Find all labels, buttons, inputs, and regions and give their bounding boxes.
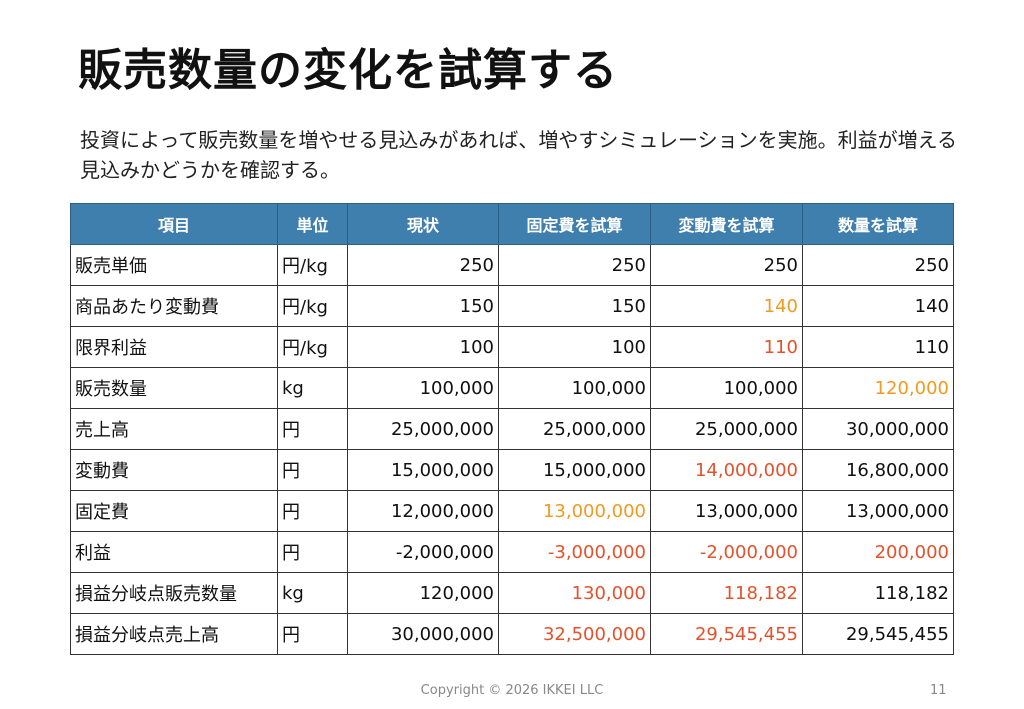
row-unit: 円/kg (277, 244, 348, 286)
value-cell: 118,182 (802, 572, 954, 614)
value-cell: 150 (498, 285, 651, 327)
value-cell: -2,000,000 (347, 531, 499, 573)
row-unit: 円 (277, 449, 348, 491)
table-header-row: 項目 単位 現状 固定費を試算 変動費を試算 数量を試算 (70, 203, 954, 245)
value-cell: 14,000,000 (650, 449, 803, 491)
table-row: 販売単価 円/kg 250 250 250 250 (70, 244, 954, 286)
table-row: 損益分岐点販売数量 kg 120,000 130,000 118,182 118,182 (70, 572, 954, 614)
value-cell: -3,000,000 (498, 531, 651, 573)
header-current: 現状 (347, 203, 499, 245)
value-cell: 12,000,000 (347, 490, 499, 532)
slide-body-text: 投資によって販売数量を増やせる見込みがあれば、増やすシミュレーションを実施。利益… (80, 128, 957, 182)
value-cell: 15,000,000 (347, 449, 499, 491)
table-row: 損益分岐点売上高円 30,000,000 32,500,000 29,545,455 2… (70, 613, 954, 655)
table-row: 限界利益 円/kg 100 100 110 110 (70, 326, 954, 368)
row-label: 限界利益 (70, 326, 278, 368)
value-cell: 100,000 (498, 367, 651, 409)
slide-title: 販売数量の変化を試算する (78, 45, 618, 96)
header-variable-cost-trial: 変動費を試算 (650, 203, 803, 245)
row-label: 販売単価 (70, 244, 278, 286)
row-label: 固定費 (70, 490, 278, 532)
row-label: 損益分岐点売上高 (70, 613, 278, 655)
value-cell: 100,000 (650, 367, 803, 409)
value-cell: 13,000,000 (650, 490, 803, 532)
value-cell: 130,000 (498, 572, 651, 614)
value-cell: 25,000,000 (498, 408, 651, 450)
table-row: 売上高円 25,000,000 25,000,000 25,000,000 30,000… (70, 408, 954, 450)
value-cell: 30,000,000 (802, 408, 954, 450)
value-cell: 200,000 (802, 531, 954, 573)
value-cell: 100,000 (347, 367, 499, 409)
page-number: 11 (930, 683, 947, 698)
value-cell: 150 (347, 285, 499, 327)
table-row: 商品あたり変動費 円/kg 150 150 140 140 (70, 285, 954, 327)
value-cell: 29,545,455 (802, 613, 954, 655)
value-cell: 250 (347, 244, 499, 286)
row-unit: 円 (277, 613, 348, 655)
header-quantity-trial: 数量を試算 (802, 203, 954, 245)
value-cell: -2,000,000 (650, 531, 803, 573)
row-unit: 円/kg (277, 285, 348, 327)
row-label: 商品あたり変動費 (70, 285, 278, 327)
value-cell: 250 (802, 244, 954, 286)
value-cell: 140 (802, 285, 954, 327)
row-unit: kg (277, 367, 348, 409)
value-cell: 120,000 (802, 367, 954, 409)
row-unit: 円 (277, 531, 348, 573)
value-cell: 13,000,000 (498, 490, 651, 532)
value-cell: 25,000,000 (650, 408, 803, 450)
row-label: 変動費 (70, 449, 278, 491)
value-cell: 118,182 (650, 572, 803, 614)
value-cell: 110 (650, 326, 803, 368)
value-cell: 120,000 (347, 572, 499, 614)
header-unit: 単位 (277, 203, 348, 245)
table-row: 利益円 -2,000,000 -3,000,000 -2,000,000 200,000 (70, 531, 954, 573)
value-cell: 13,000,000 (802, 490, 954, 532)
value-cell: 140 (650, 285, 803, 327)
row-label: 売上高 (70, 408, 278, 450)
row-label: 利益 (70, 531, 278, 573)
value-cell: 15,000,000 (498, 449, 651, 491)
row-unit: kg (277, 572, 348, 614)
table-row: 固定費円 12,000,000 13,000,000 13,000,000 13,000… (70, 490, 954, 532)
value-cell: 250 (650, 244, 803, 286)
value-cell: 110 (802, 326, 954, 368)
value-cell: 16,800,000 (802, 449, 954, 491)
value-cell: 100 (498, 326, 651, 368)
value-cell: 29,545,455 (650, 613, 803, 655)
header-item: 項目 (70, 203, 278, 245)
value-cell: 30,000,000 (347, 613, 499, 655)
row-label: 販売数量 (70, 367, 278, 409)
copyright-footer: Copyright © 2026 IKKEI LLC (420, 683, 604, 698)
value-cell: 250 (498, 244, 651, 286)
table-row: 変動費円 15,000,000 15,000,000 14,000,000 16,800… (70, 449, 954, 491)
row-unit: 円 (277, 408, 348, 450)
row-unit: 円 (277, 490, 348, 532)
row-label: 損益分岐点販売数量 (70, 572, 278, 614)
value-cell: 32,500,000 (498, 613, 651, 655)
simulation-table: 項目 単位 現状 固定費を試算 変動費を試算 数量を試算 販売単価 円/kg 250… (70, 203, 954, 655)
value-cell: 100 (347, 326, 499, 368)
row-unit: 円/kg (277, 326, 348, 368)
header-fixed-cost-trial: 固定費を試算 (498, 203, 651, 245)
table-row: 販売数量 kg 100,000 100,000 100,000 120,000 (70, 367, 954, 409)
value-cell: 25,000,000 (347, 408, 499, 450)
